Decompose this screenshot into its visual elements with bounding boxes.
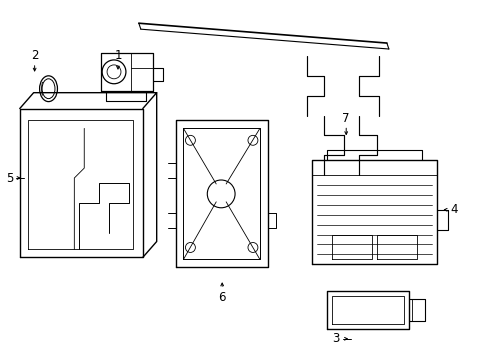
Text: 7: 7 bbox=[343, 112, 350, 125]
Text: 4: 4 bbox=[451, 203, 458, 216]
Text: 2: 2 bbox=[31, 49, 38, 63]
Text: 3: 3 bbox=[333, 332, 340, 345]
Text: 5: 5 bbox=[6, 171, 14, 185]
Text: 6: 6 bbox=[219, 291, 226, 303]
Text: 1: 1 bbox=[114, 49, 122, 63]
